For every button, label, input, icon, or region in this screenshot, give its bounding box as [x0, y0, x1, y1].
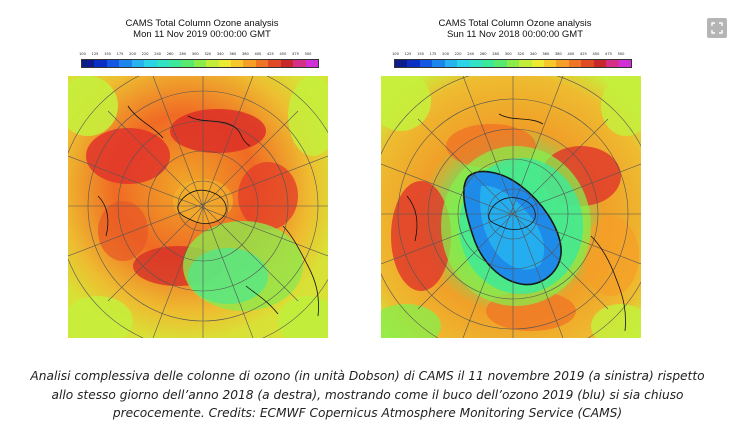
figure-caption: Analisi complessiva delle colonne di ozo… — [0, 367, 735, 423]
colorbar-tick-label: 220 — [141, 52, 149, 56]
colorbar-segment — [119, 60, 132, 67]
colorbar-tick-label: 175 — [429, 52, 437, 56]
colorbar-segment — [94, 60, 107, 67]
colorbar-tick-label: 260 — [166, 52, 174, 56]
colorbar-tick-label: 280 — [179, 52, 187, 56]
map-panel-2019: CAMS Total Column Ozone analysis Mon 11 … — [52, 0, 352, 355]
colorbar-segment — [531, 60, 545, 67]
colorbar-segment — [556, 60, 569, 67]
colorbar-tick-label: 500 — [617, 52, 625, 56]
colorbar-tick-label: 320 — [204, 52, 212, 56]
colorbar-tick-label: 100 — [79, 52, 86, 56]
colorbar-tick-label: 280 — [492, 52, 500, 56]
colorbar-tick-label: 380 — [554, 52, 562, 56]
colorbar-tick-label: 425 — [579, 52, 587, 56]
panel-title: CAMS Total Column Ozone analysis — [438, 18, 592, 29]
colorbar-tick-label: 300 — [191, 52, 199, 56]
colorbar — [394, 59, 632, 68]
colorbar-tick-label: 300 — [504, 52, 512, 56]
colorbar-segment — [432, 60, 445, 67]
colorbar-tick-label: 320 — [517, 52, 525, 56]
colorbar-segment — [106, 60, 120, 67]
colorbar-tick-label: 125 — [404, 52, 412, 56]
colorbar-tick-label: 400 — [567, 52, 575, 56]
colorbar-tick-label: 380 — [241, 52, 249, 56]
colorbar-segment — [144, 60, 157, 67]
colorbar-segment — [568, 60, 582, 67]
colorbar-segment — [293, 60, 306, 67]
colorbar-segment — [444, 60, 458, 67]
colorbar-segment — [581, 60, 594, 67]
colorbar-segment — [606, 60, 619, 67]
colorbar-tick-label: 150 — [104, 52, 111, 56]
colorbar-segment — [519, 60, 532, 67]
caption-line: Analisi complessiva delle colonne di ozo… — [30, 369, 705, 383]
map-panel-2018: CAMS Total Column Ozone analysis Sun 11 … — [365, 0, 665, 355]
colorbar-ticks: 100 125 150 175 200 220 240 260 280 300 320 340 360 3… — [79, 51, 319, 58]
ozone-map-2019 — [68, 76, 328, 338]
colorbar-segment — [193, 60, 207, 67]
colorbar-tick-label: 475 — [292, 52, 299, 56]
colorbar-segment — [231, 60, 244, 67]
colorbar-tick-label: 475 — [605, 52, 612, 56]
colorbar-tick-label: 240 — [154, 52, 162, 56]
colorbar-ticks: 100 125 150 175 200 220 240 260 280 300 320 340 360 3… — [392, 51, 632, 58]
colorbar-tick-label: 100 — [392, 52, 399, 56]
colorbar-segment — [419, 60, 433, 67]
panel-date: Sun 11 Nov 2018 00:00:00 GMT — [446, 29, 584, 40]
colorbar-tick-label: 200 — [129, 52, 136, 56]
colorbar-segment — [494, 60, 507, 67]
colorbar-tick-label: 175 — [116, 52, 124, 56]
colorbar-segment — [280, 60, 294, 67]
colorbar-segment — [305, 60, 319, 67]
colorbar-tick-label: 450 — [279, 52, 287, 56]
colorbar-tick-label: 240 — [467, 52, 475, 56]
colorbar-segment — [618, 60, 632, 67]
panel-title: CAMS Total Column Ozone analysis — [125, 18, 279, 29]
colorbar-tick-label: 125 — [91, 52, 99, 56]
colorbar-segment — [506, 60, 520, 67]
colorbar-tick-label: 260 — [479, 52, 487, 56]
colorbar-tick-label: 220 — [454, 52, 462, 56]
colorbar-segment — [156, 60, 169, 67]
colorbar-tick-label: 340 — [216, 52, 224, 56]
colorbar-tick-label: 360 — [229, 52, 237, 56]
colorbar-segment — [481, 60, 495, 67]
colorbar-segment — [82, 60, 95, 67]
colorbar-segment — [243, 60, 256, 67]
colorbar-segment — [544, 60, 557, 67]
colorbar — [81, 59, 319, 68]
colorbar-segment — [268, 60, 281, 67]
colorbar-segment — [255, 60, 269, 67]
colorbar-segment — [469, 60, 482, 67]
caption-line: allo stesso giorno dell’anno 2018 (a des… — [51, 387, 684, 402]
colorbar-tick-label: 425 — [266, 52, 274, 56]
caption-line: precocemente. Credits: ECMWF Copernicus … — [112, 406, 623, 420]
panel-date: Mon 11 Nov 2019 00:00:00 GMT — [133, 29, 271, 40]
colorbar-tick-label: 360 — [542, 52, 550, 56]
colorbar-segment — [395, 60, 408, 67]
colorbar-tick-label: 340 — [529, 52, 537, 56]
colorbar-segment — [218, 60, 232, 67]
colorbar-segment — [206, 60, 219, 67]
colorbar-tick-label: 150 — [417, 52, 424, 56]
colorbar-segment — [181, 60, 194, 67]
ozone-map-2018 — [381, 76, 641, 338]
colorbar-tick-label: 500 — [304, 52, 312, 56]
colorbar-segment — [131, 60, 145, 67]
colorbar-segment — [457, 60, 470, 67]
expand-button[interactable] — [707, 18, 727, 38]
colorbar-tick-label: 400 — [254, 52, 262, 56]
colorbar-tick-label: 200 — [442, 52, 449, 56]
colorbar-segment — [168, 60, 182, 67]
expand-icon — [711, 22, 723, 34]
colorbar-segment — [593, 60, 607, 67]
colorbar-segment — [407, 60, 420, 67]
colorbar-tick-label: 450 — [592, 52, 600, 56]
